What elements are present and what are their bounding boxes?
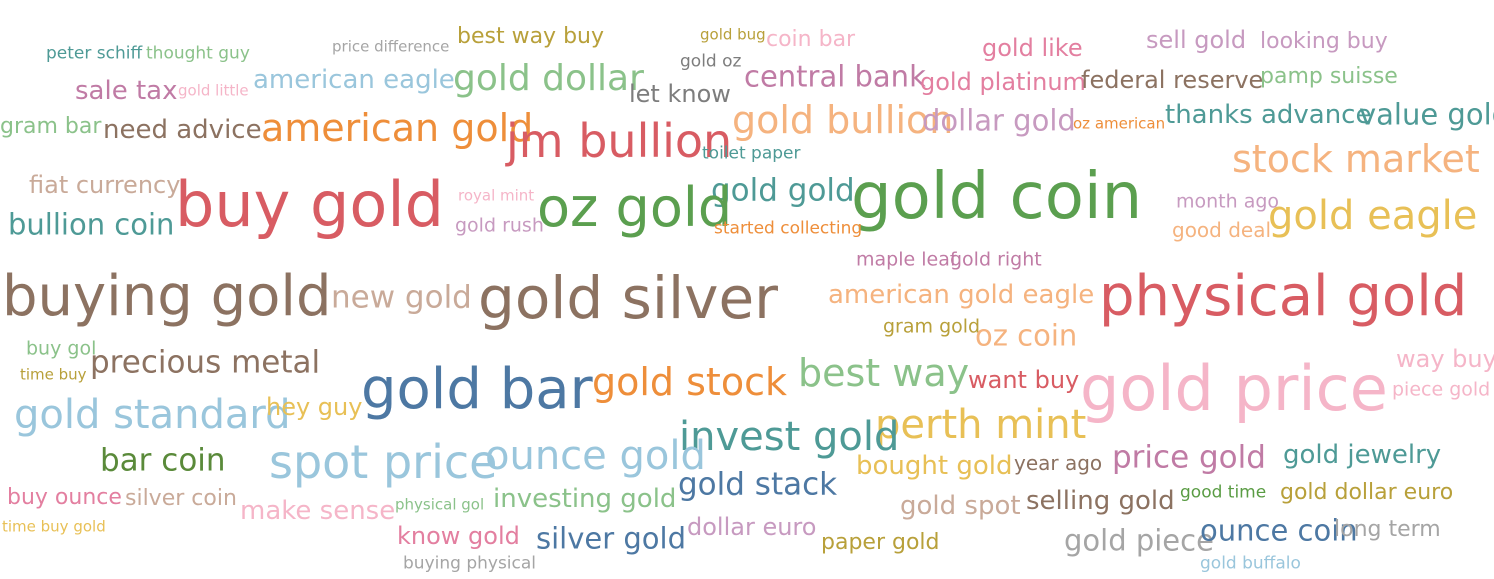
cloud-word: gold bullion	[732, 98, 954, 142]
cloud-word: american gold eagle	[828, 280, 1095, 310]
cloud-word: pamp suisse	[1260, 64, 1398, 89]
cloud-word: gold stock	[592, 360, 787, 404]
cloud-word: time buy	[20, 365, 87, 384]
cloud-word: perth mint	[875, 402, 1087, 448]
cloud-word: gram bar	[0, 114, 102, 139]
cloud-word: buy gold	[175, 168, 444, 241]
cloud-word: fiat currency	[29, 171, 181, 199]
cloud-word: way buy	[1396, 345, 1494, 373]
cloud-word: gold spot	[900, 491, 1021, 521]
cloud-word: sale tax	[75, 76, 178, 106]
cloud-word: dollar gold	[922, 103, 1076, 138]
cloud-word: gold little	[178, 81, 249, 100]
cloud-word: coin bar	[766, 27, 856, 52]
cloud-word: thought guy	[146, 43, 250, 64]
cloud-word: central bank	[744, 59, 926, 94]
cloud-word: gold piece	[1064, 523, 1214, 558]
cloud-word: good time	[1180, 482, 1267, 503]
cloud-word: gold eagle	[1268, 193, 1478, 239]
cloud-word: peter schiff	[46, 43, 143, 64]
cloud-word: physical gold	[1099, 264, 1468, 329]
cloud-word: need advice	[103, 115, 262, 145]
cloud-word: royal mint	[458, 186, 535, 205]
cloud-word: bar coin	[100, 442, 226, 479]
cloud-word: month ago	[1176, 190, 1280, 213]
cloud-word: long term	[1334, 517, 1441, 542]
cloud-word: price gold	[1112, 439, 1266, 476]
cloud-word: gram gold	[883, 315, 981, 338]
cloud-word: oz gold	[537, 176, 733, 239]
cloud-word: price difference	[332, 37, 450, 56]
cloud-word: american gold	[261, 106, 534, 150]
cloud-word: gold bar	[361, 357, 593, 422]
cloud-word: silver coin	[125, 486, 237, 511]
cloud-word: gold dollar euro	[1280, 480, 1454, 505]
cloud-word: toilet paper	[702, 143, 801, 164]
cloud-word: started collecting	[714, 218, 863, 239]
cloud-word: maple leaf	[856, 248, 957, 271]
cloud-word: bullion coin	[8, 207, 175, 242]
cloud-word: gold jewelry	[1283, 440, 1442, 470]
cloud-word: stock market	[1232, 137, 1480, 181]
cloud-word: sell gold	[1146, 26, 1247, 54]
cloud-word: best way	[798, 351, 970, 395]
cloud-word: gold coin	[851, 160, 1143, 234]
cloud-word: gold stack	[678, 466, 838, 503]
cloud-word: silver gold	[536, 521, 686, 556]
cloud-word: gold right	[950, 248, 1042, 271]
cloud-word: piece gold	[1392, 378, 1491, 401]
cloud-word: new gold	[331, 279, 472, 316]
cloud-word: gold buffalo	[1200, 553, 1301, 574]
cloud-word: ounce coin	[1200, 513, 1358, 548]
cloud-word: invest gold	[679, 414, 900, 460]
cloud-word: gold price	[1080, 352, 1388, 425]
cloud-word: gold oz	[680, 51, 742, 72]
cloud-word: buy gol	[26, 337, 97, 360]
cloud-word: gold bug	[700, 25, 766, 44]
cloud-word: precious metal	[90, 344, 321, 381]
cloud-word: know gold	[397, 522, 520, 550]
cloud-word: gold like	[982, 34, 1083, 62]
cloud-word: investing gold	[493, 484, 677, 514]
cloud-word: paper gold	[821, 530, 940, 555]
cloud-word: want buy	[968, 366, 1080, 394]
cloud-word: oz american	[1073, 114, 1166, 133]
cloud-word: selling gold	[1026, 486, 1175, 516]
cloud-word: federal reserve	[1081, 66, 1264, 94]
cloud-word: jm bullion	[506, 114, 733, 168]
cloud-word: value gold	[1359, 97, 1494, 132]
cloud-word: gold standard	[14, 392, 291, 438]
cloud-word: american eagle	[253, 65, 455, 95]
cloud-word: year ago	[1014, 451, 1103, 475]
cloud-word: gold platinum	[920, 68, 1086, 96]
cloud-word: oz coin	[975, 318, 1078, 353]
cloud-word: dollar euro	[687, 513, 817, 541]
cloud-word: gold silver	[478, 264, 778, 332]
cloud-word: buy ounce	[7, 485, 122, 510]
cloud-word: bought gold	[856, 451, 1013, 481]
cloud-word: gold rush	[455, 214, 544, 237]
cloud-word: best way buy	[457, 24, 604, 49]
cloud-word: looking buy	[1260, 29, 1388, 54]
cloud-word: ounce gold	[485, 433, 706, 479]
cloud-word: time buy gold	[2, 517, 106, 536]
cloud-word: thanks advance	[1165, 100, 1372, 130]
cloud-word: buying physical	[403, 553, 537, 574]
cloud-word: gold dollar	[453, 58, 644, 99]
cloud-word: buying gold	[2, 264, 332, 329]
cloud-word: good deal	[1172, 218, 1272, 242]
cloud-word: let know	[629, 80, 731, 108]
cloud-word: hey guy	[266, 393, 363, 421]
cloud-word: gold gold	[711, 172, 855, 209]
cloud-word: make sense	[240, 496, 396, 526]
cloud-word: physical gol	[395, 495, 485, 514]
cloud-word: spot price	[269, 435, 498, 489]
